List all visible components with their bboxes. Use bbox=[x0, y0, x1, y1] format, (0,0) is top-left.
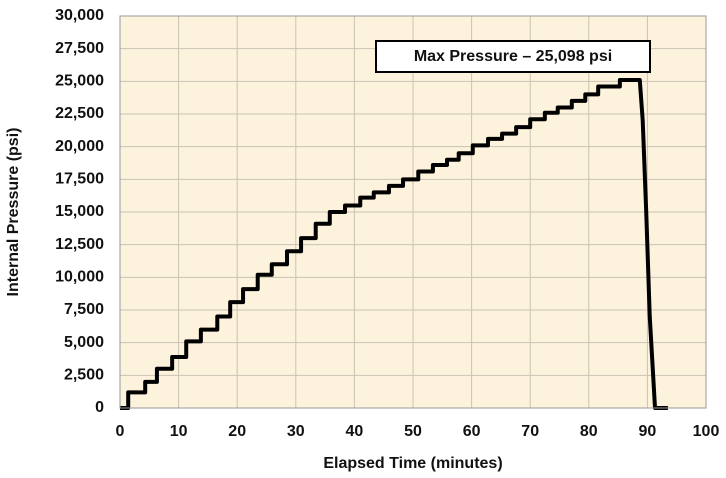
x-axis-label: Elapsed Time (minutes) bbox=[323, 455, 502, 472]
plot-border bbox=[119, 15, 707, 409]
y-tick-label: 20,000 bbox=[55, 138, 104, 155]
x-tick-label: 60 bbox=[463, 423, 481, 440]
x-tick-label: 30 bbox=[287, 423, 305, 440]
y-tick-label: 30,000 bbox=[55, 7, 104, 24]
x-tick-label: 20 bbox=[228, 423, 246, 440]
annotation-box bbox=[375, 40, 651, 73]
annotation: Max Pressure – 25,098 psi bbox=[414, 48, 612, 65]
y-axis-label: Internal Pressure (psi) bbox=[5, 128, 22, 297]
y-tick-label: 0 bbox=[95, 399, 104, 416]
x-tick-label: 10 bbox=[170, 423, 188, 440]
y-tick-label: 10,000 bbox=[55, 269, 104, 286]
y-tick-label: 17,500 bbox=[55, 171, 104, 188]
y-tick-label: 5,000 bbox=[64, 334, 104, 351]
data-line bbox=[120, 78, 668, 410]
x-tick-label: 0 bbox=[116, 423, 125, 440]
x-tick-label: 100 bbox=[693, 423, 720, 440]
series bbox=[120, 78, 668, 410]
x-tick-label: 40 bbox=[346, 423, 364, 440]
x-tick-label: 80 bbox=[580, 423, 598, 440]
y-tick-label: 15,000 bbox=[55, 203, 104, 220]
x-tick-label: 70 bbox=[521, 423, 539, 440]
x-tick-label: 90 bbox=[639, 423, 657, 440]
y-tick-label: 22,500 bbox=[55, 105, 104, 122]
x-tick-label: 50 bbox=[404, 423, 422, 440]
grid bbox=[119, 15, 707, 409]
y-tick-label: 12,500 bbox=[55, 236, 104, 253]
y-tick-label: 7,500 bbox=[64, 301, 104, 318]
y-tick-label: 27,500 bbox=[55, 40, 104, 57]
y-tick-label: 2,500 bbox=[64, 367, 104, 384]
y-tick-label: 25,000 bbox=[55, 73, 104, 90]
